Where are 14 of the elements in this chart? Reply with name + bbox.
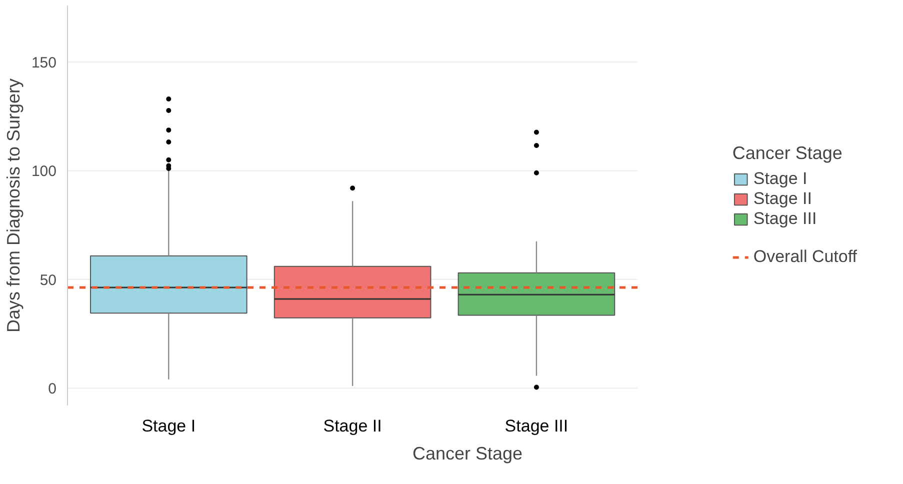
y-tick-label: 100	[31, 163, 57, 180]
legend-label: Stage I	[753, 169, 808, 189]
legend-label: Stage III	[753, 209, 817, 229]
x-tick-label: Stage II	[323, 416, 382, 436]
y-tick-label: 50	[40, 272, 57, 289]
y-tick-label: 0	[48, 380, 56, 398]
legend-title: Cancer Stage	[732, 143, 844, 164]
x-tick-label: Stage I	[142, 416, 196, 436]
x-tick-label: Stage III	[504, 416, 568, 436]
legend-label: Overall Cutoff	[753, 247, 857, 267]
y-tick-label: 150	[31, 54, 57, 72]
legend-label: Stage II	[753, 189, 812, 209]
x-axis-title: Cancer Stage	[412, 444, 523, 464]
y-axis-title: Days from Diagnosis to Surgery	[3, 78, 24, 333]
